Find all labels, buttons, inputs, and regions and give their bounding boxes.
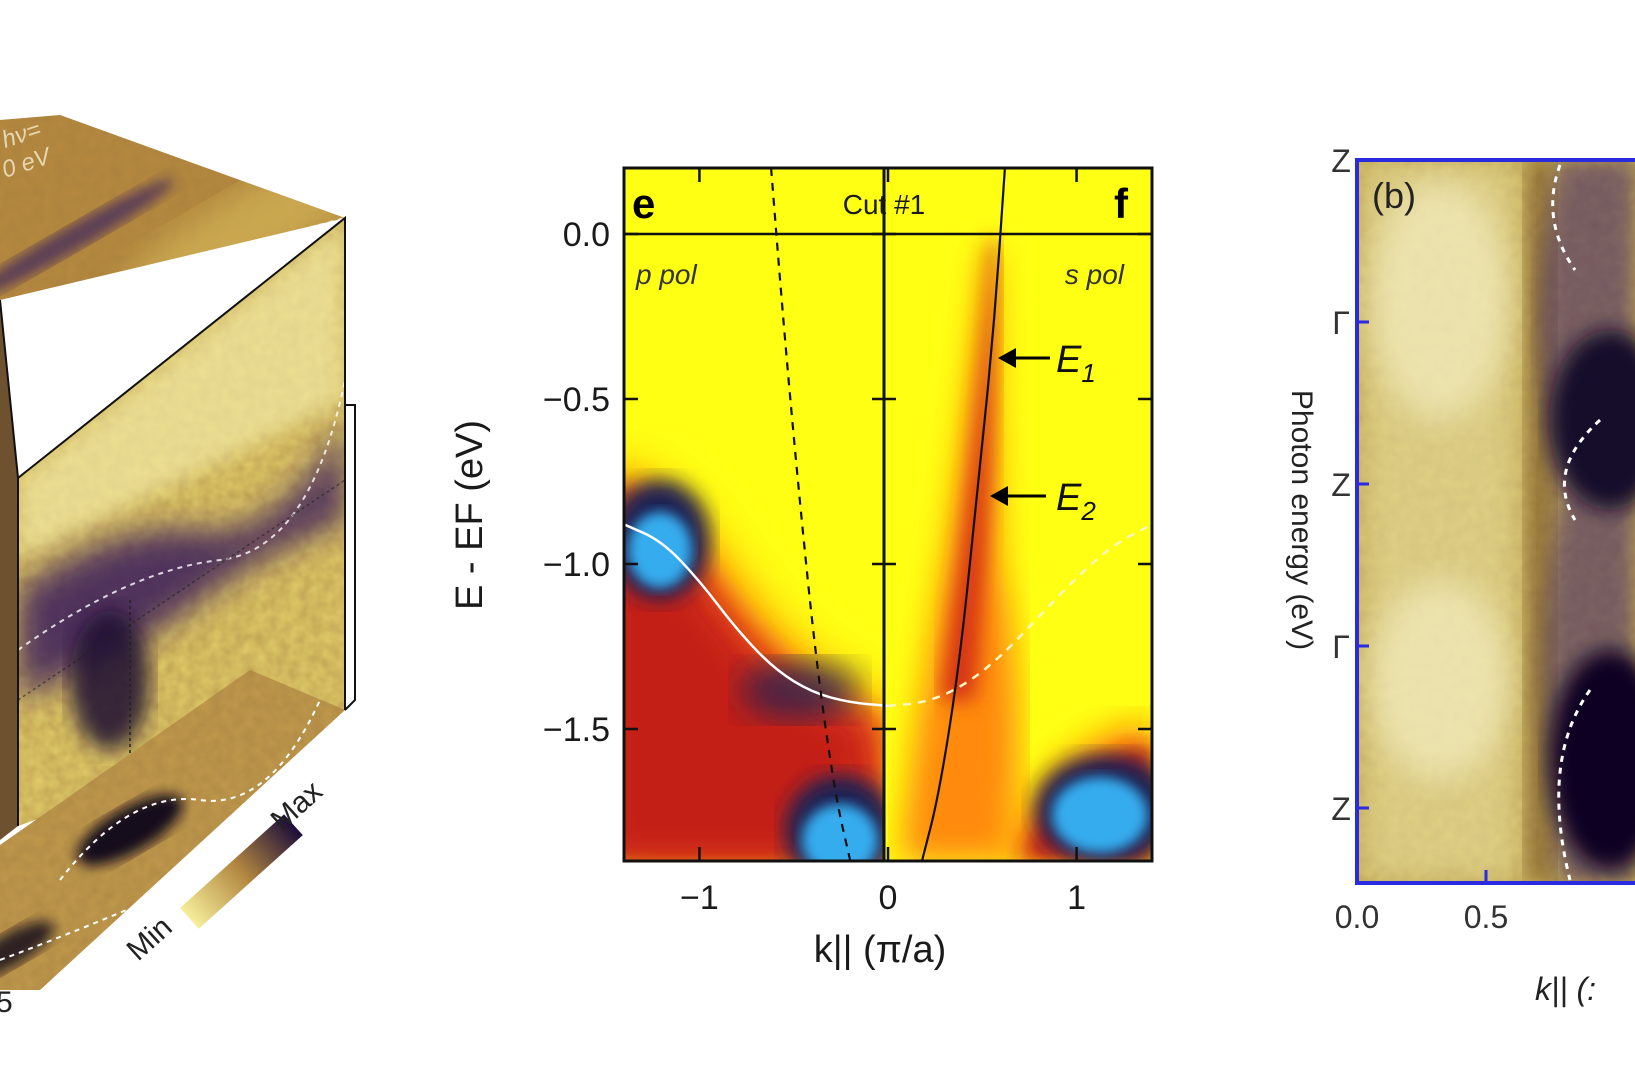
s-pol-label: s pol [1065, 259, 1125, 290]
x-tick-label: 1 [1067, 879, 1086, 917]
kz-panel-letter: (b) [1372, 175, 1416, 216]
annotation-e1-label: E1 [1056, 339, 1096, 388]
y-tick-label: −0.5 [543, 381, 610, 419]
cube-panel: hν= 0 eV Min Max 5 [0, 115, 356, 1019]
kz-y-tick-label: Z [1331, 143, 1351, 179]
arpes-curves [624, 168, 1152, 861]
kz-y-tick-label: Γ [1332, 629, 1350, 665]
kz-ticks: Z Γ Z Γ Z 0.0 0.5 [1331, 143, 1508, 935]
y-tick-label: −1.5 [543, 711, 610, 749]
x-axis-title: k|| (π/a) [814, 929, 947, 971]
chart-title: Cut #1 [843, 189, 926, 220]
panel-f-intensity [900, 240, 1152, 861]
curve-white-dashed [887, 523, 1152, 708]
kz-frame [1355, 158, 1635, 885]
annotation-e2-label: E2 [1056, 477, 1096, 526]
annotation-e1: E1 [998, 339, 1096, 388]
arpes-ticks: −1 0 1 0.0 −0.5 −1.0 −1.5 [543, 168, 1152, 917]
kz-x-tick-label: 0.0 [1335, 899, 1379, 935]
kz-y-axis-title: Photon energy (eV) [1285, 390, 1318, 650]
cube-edges [0, 215, 356, 826]
colorbar-min-label: Min [121, 910, 179, 967]
kz-y-tick-label: Z [1331, 791, 1351, 827]
kz-x-axis-title: k|| (: [1535, 971, 1596, 1007]
y-tick-label: 0.0 [563, 216, 610, 254]
panel-letter-e: e [632, 180, 655, 227]
kz-y-tick-label: Z [1331, 467, 1351, 503]
kz-x-tick-label: 0.5 [1464, 899, 1508, 935]
kz-intensity [1357, 160, 1635, 883]
x-tick-label: −1 [680, 879, 719, 917]
kz-panel: Z Γ Z Γ Z 0.0 0.5 (b) Photon energy (eV) k|| (… [1285, 143, 1635, 1007]
p-pol-label: p pol [635, 259, 697, 290]
panel-letter-f: f [1114, 180, 1129, 227]
x-tick-label: 0 [879, 879, 898, 917]
cube-colorbar [180, 814, 303, 929]
annotation-e2: E2 [990, 477, 1096, 526]
y-axis-title: E - EF (eV) [449, 420, 491, 610]
arpes-panel: −1 0 1 0.0 −0.5 −1.0 −1.5 e f Cut #1 p pol s p… [449, 166, 1154, 971]
curve-black-solid [920, 168, 1007, 861]
kz-y-tick-label: Γ [1332, 305, 1350, 341]
cube-corner-label: 5 [0, 986, 13, 1019]
curve-white-solid [624, 523, 889, 708]
curve-black-dashed [769, 168, 852, 861]
y-tick-label: −1.0 [543, 546, 610, 584]
